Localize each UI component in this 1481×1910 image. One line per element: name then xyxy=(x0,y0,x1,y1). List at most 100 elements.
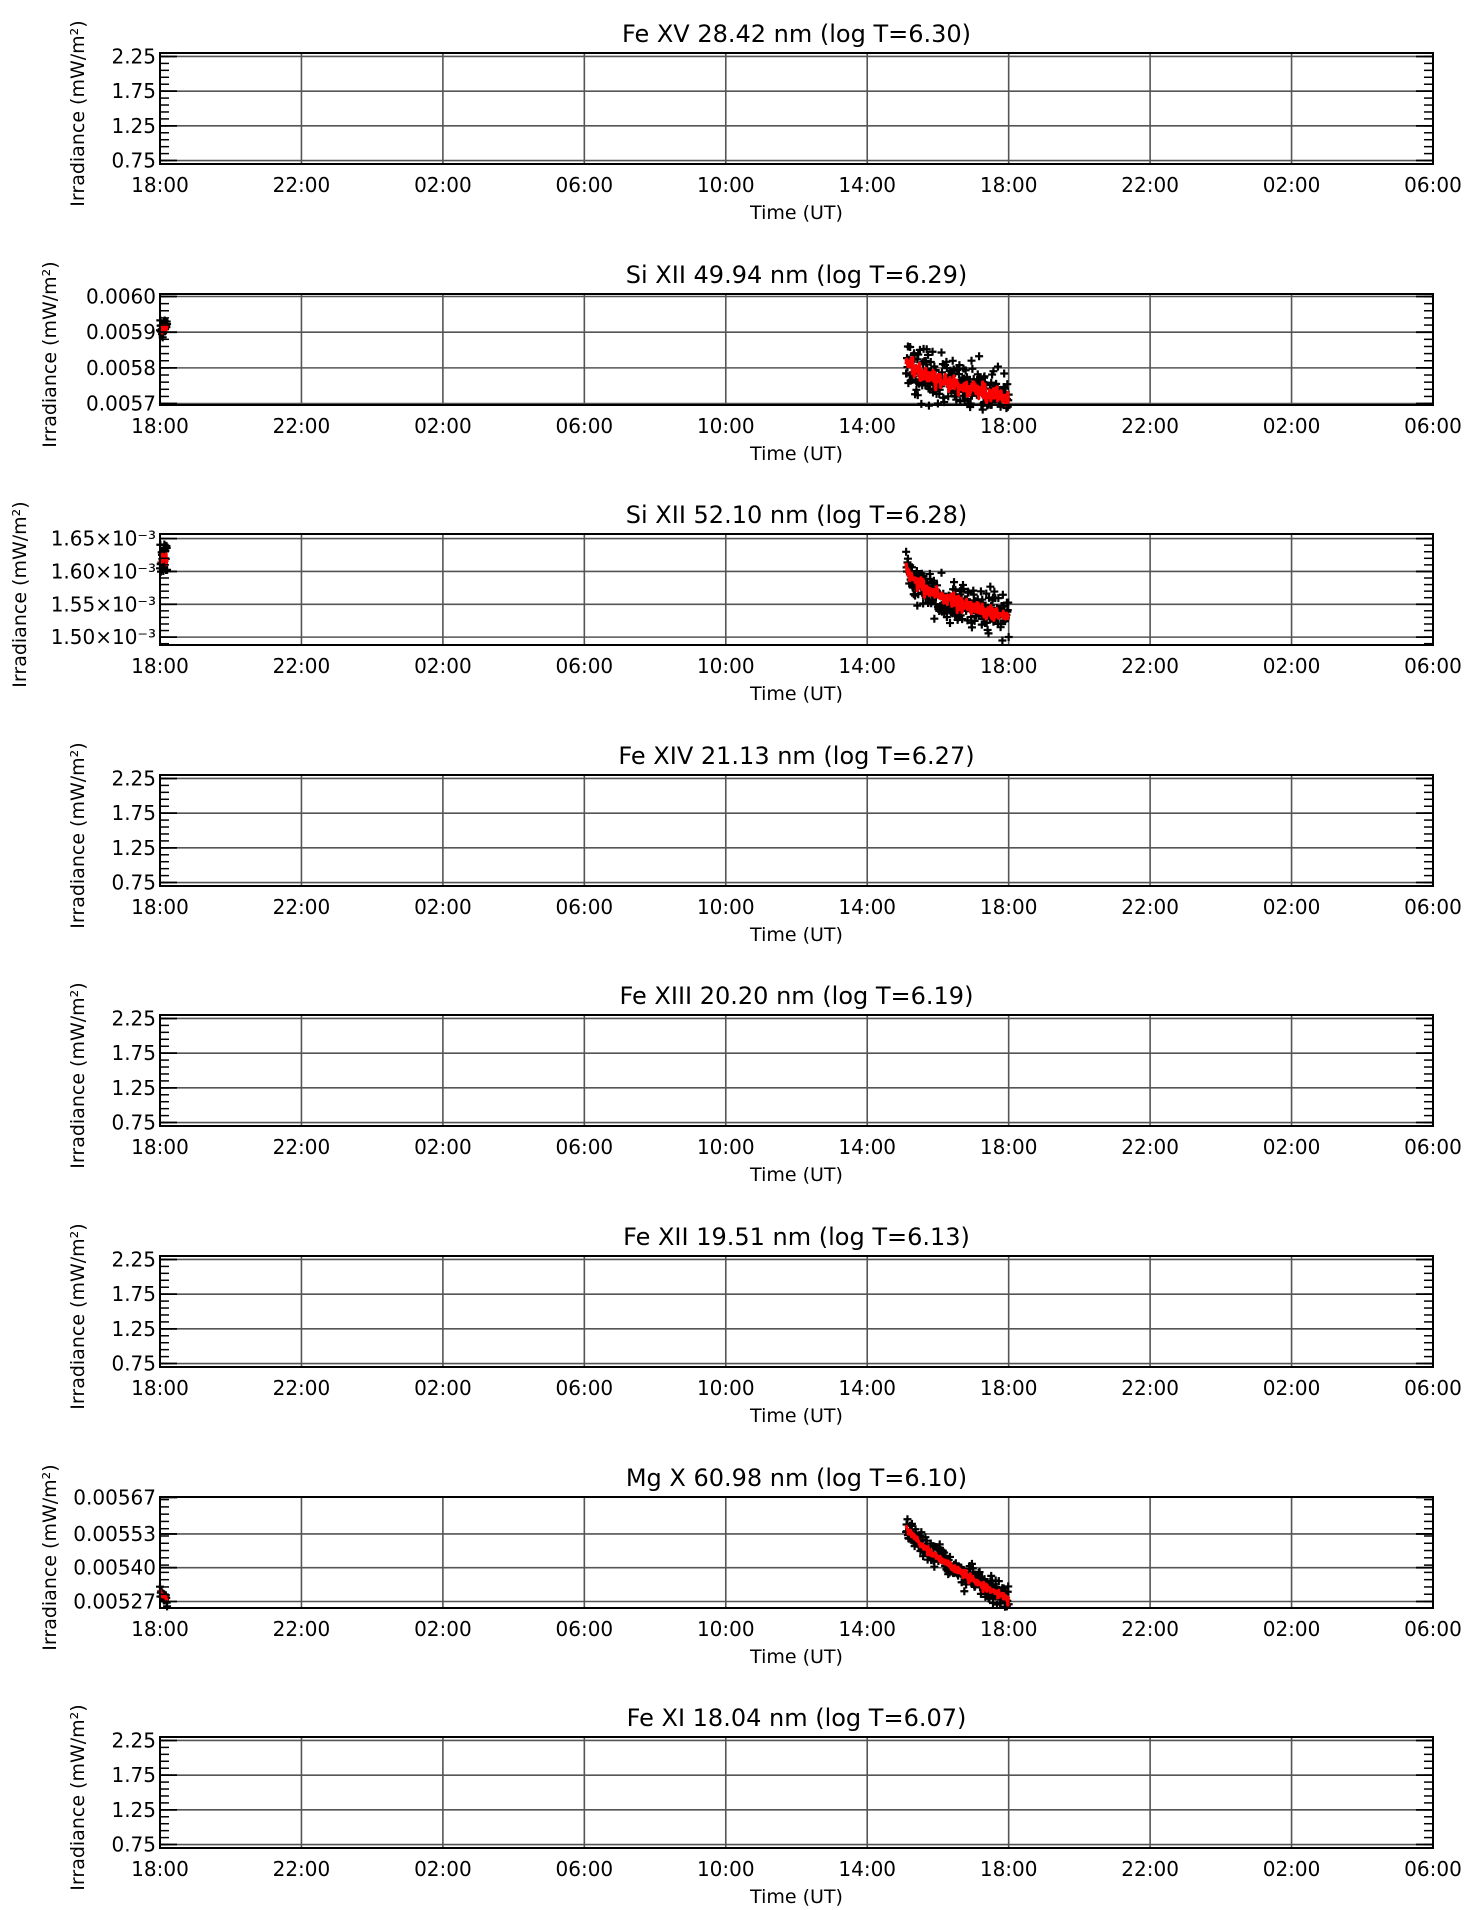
x-tick-label: 02:00 xyxy=(414,1376,472,1400)
panel-title: Si XII 49.94 nm (log T=6.29) xyxy=(626,261,967,289)
data-point xyxy=(1004,633,1013,642)
panel-1: Fe XV 28.42 nm (log T=6.30) 2.25 1.75 1.25 0… xyxy=(67,20,1462,224)
x-tick-label: 18:00 xyxy=(131,895,189,919)
x-tick-label: 22:00 xyxy=(1121,895,1179,919)
data-point xyxy=(1001,384,1010,393)
smoothed-series xyxy=(904,356,1010,407)
data-point xyxy=(982,589,991,598)
y-tick-label: 1.65×10⁻³ xyxy=(51,527,156,551)
x-tick-label: 18:00 xyxy=(980,1135,1038,1159)
panel-3: Si XII 52.10 nm (log T=6.28) 1.65×10⁻³ 1.6… xyxy=(9,501,1462,705)
x-tick-label: 14:00 xyxy=(838,1857,896,1881)
x-tick-label: 06:00 xyxy=(556,1857,614,1881)
x-tick-label: 10:00 xyxy=(697,173,755,197)
x-tick-label: 18:00 xyxy=(131,1376,189,1400)
data-point xyxy=(988,1599,997,1608)
y-tick-label: 0.75 xyxy=(111,871,156,895)
x-tick-label: 02:00 xyxy=(1263,414,1321,438)
x-tick-label: 02:00 xyxy=(414,1135,472,1159)
data-point xyxy=(952,395,961,404)
y-tick-label: 1.25 xyxy=(111,836,156,860)
x-tick-label: 22:00 xyxy=(273,173,331,197)
data-point xyxy=(998,636,1007,645)
panel-5: Fe XIII 20.20 nm (log T=6.19) 2.25 1.75 1.2… xyxy=(67,982,1462,1186)
x-tick-label: 10:00 xyxy=(697,895,755,919)
x-axis-label: Time (UT) xyxy=(749,1646,843,1668)
x-tick-label: 18:00 xyxy=(131,173,189,197)
data-point xyxy=(1004,598,1013,607)
data-point xyxy=(917,399,926,408)
data-point xyxy=(906,342,915,351)
data-point xyxy=(1004,1582,1013,1591)
data-point xyxy=(935,1540,944,1549)
y-tick-label: 2.25 xyxy=(111,44,156,68)
data-point xyxy=(924,350,933,359)
data-point xyxy=(970,616,979,625)
panel-title: Si XII 52.10 nm (log T=6.28) xyxy=(626,501,967,529)
y-tick-label: 1.75 xyxy=(111,801,156,825)
panel-title: Fe XII 19.51 nm (log T=6.13) xyxy=(623,1223,970,1251)
x-tick-label: 06:00 xyxy=(556,1135,614,1159)
x-tick-label: 14:00 xyxy=(838,1617,896,1641)
y-tick-label: 2.25 xyxy=(111,1247,156,1271)
x-tick-label: 14:00 xyxy=(838,173,896,197)
y-axis-label: Irradiance (mW/m²) xyxy=(67,20,89,206)
y-tick-label: 1.25 xyxy=(111,114,156,138)
data-point xyxy=(985,1594,994,1603)
panel-title: Fe XIII 20.20 nm (log T=6.19) xyxy=(620,982,974,1010)
data-point xyxy=(986,582,995,591)
panel-4: Fe XIV 21.13 nm (log T=6.27) 2.25 1.75 1.25… xyxy=(67,742,1462,946)
x-tick-label: 10:00 xyxy=(697,1617,755,1641)
data-point xyxy=(930,1562,939,1571)
y-tick-label: 0.75 xyxy=(111,149,156,173)
plot-frame xyxy=(159,52,1434,165)
y-tick-label: 1.75 xyxy=(111,1041,156,1065)
data-point xyxy=(966,399,975,408)
x-tick-label: 02:00 xyxy=(414,895,472,919)
y-tick-label: 1.60×10⁻³ xyxy=(51,559,156,583)
x-tick-label: 22:00 xyxy=(1121,654,1179,678)
x-tick-label: 06:00 xyxy=(556,895,614,919)
x-tick-label: 02:00 xyxy=(414,1857,472,1881)
data-point xyxy=(958,615,967,624)
data-point xyxy=(928,347,937,356)
data-point xyxy=(976,587,985,596)
data-point xyxy=(163,1602,172,1611)
data-point xyxy=(984,629,993,638)
data-point xyxy=(913,601,922,610)
y-tick-label: 0.0058 xyxy=(86,356,156,380)
y-tick-label: 0.00553 xyxy=(73,1522,156,1546)
x-tick-label: 10:00 xyxy=(697,1135,755,1159)
x-tick-label: 02:00 xyxy=(1263,173,1321,197)
x-tick-label: 22:00 xyxy=(1121,1135,1179,1159)
x-tick-label: 22:00 xyxy=(273,414,331,438)
x-tick-label: 14:00 xyxy=(838,1135,896,1159)
data-point xyxy=(955,361,964,370)
plot-frame xyxy=(159,1736,1434,1849)
y-tick-label: 0.00540 xyxy=(73,1556,156,1580)
x-tick-label: 02:00 xyxy=(1263,1376,1321,1400)
data-point xyxy=(998,590,1007,599)
x-tick-label: 18:00 xyxy=(980,1857,1038,1881)
y-tick-label: 0.0057 xyxy=(86,392,156,416)
y-tick-label: 0.00527 xyxy=(73,1590,156,1614)
y-tick-label: 1.25 xyxy=(111,1076,156,1100)
x-tick-label: 02:00 xyxy=(414,654,472,678)
data-point xyxy=(914,350,923,359)
smoothed-series xyxy=(904,1524,1011,1607)
data-point xyxy=(946,619,955,628)
y-tick-label: 1.25 xyxy=(111,1317,156,1341)
panel-8: Fe XI 18.04 nm (log T=6.07) 2.25 1.75 1.25 0… xyxy=(67,1704,1462,1908)
x-tick-label: 22:00 xyxy=(1121,1617,1179,1641)
x-tick-label: 22:00 xyxy=(273,1135,331,1159)
y-axis-label: Irradiance (mW/m²) xyxy=(39,1464,61,1650)
x-tick-label: 18:00 xyxy=(980,173,1038,197)
x-tick-label: 02:00 xyxy=(414,173,472,197)
x-tick-label: 22:00 xyxy=(1121,1857,1179,1881)
y-tick-label: 1.75 xyxy=(111,1282,156,1306)
x-tick-label: 14:00 xyxy=(838,1376,896,1400)
x-tick-label: 18:00 xyxy=(980,895,1038,919)
data-point xyxy=(942,613,951,622)
data-point xyxy=(926,358,935,367)
